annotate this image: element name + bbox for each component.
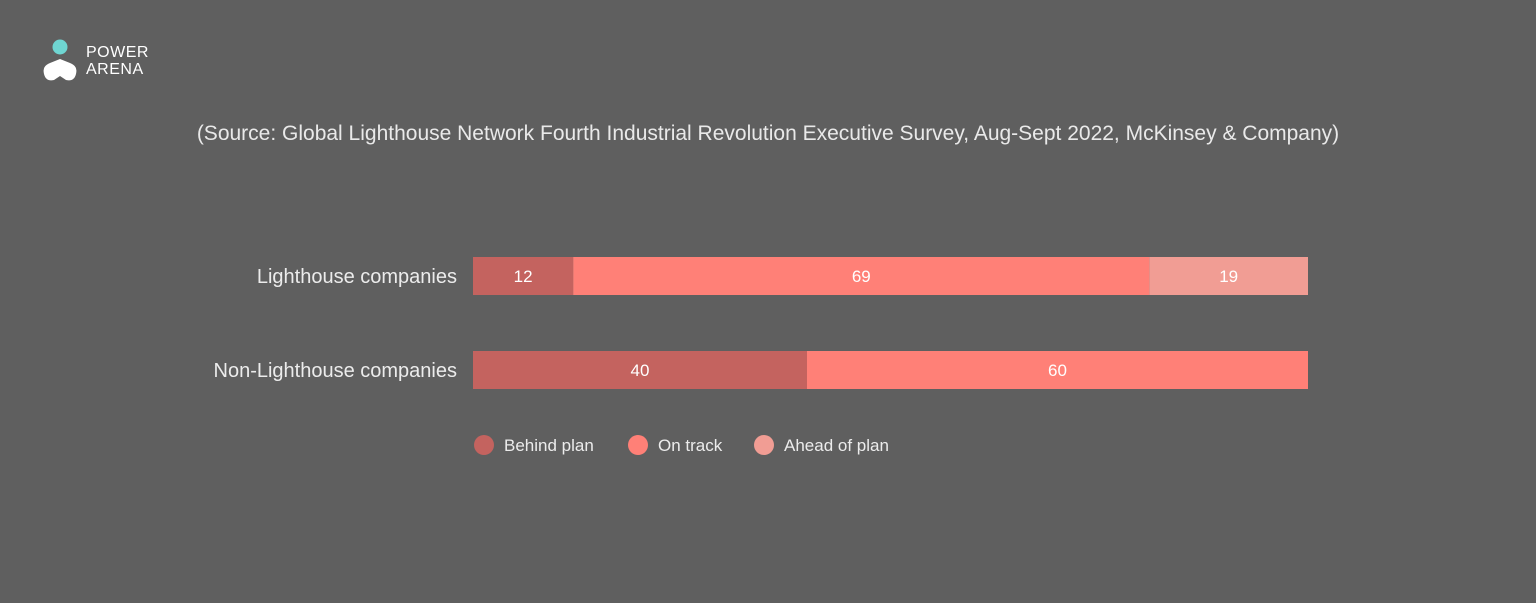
- data-label: 12: [514, 267, 533, 286]
- legend-label: On track: [658, 436, 723, 455]
- logo-text: POWER ARENA: [86, 44, 149, 78]
- logo-line-2: ARENA: [86, 61, 144, 78]
- power-arena-logo: POWER ARENA: [42, 38, 202, 86]
- data-label: 19: [1219, 267, 1238, 286]
- bar-segment-on-track: [807, 351, 1308, 389]
- data-label: 40: [631, 361, 650, 380]
- data-label: 60: [1048, 361, 1067, 380]
- legend-label: Ahead of plan: [784, 436, 889, 455]
- bar-segment-behind-plan: [473, 257, 574, 295]
- legend-label: Behind plan: [504, 436, 594, 455]
- bar-segment-ahead-of-plan: [1149, 257, 1308, 295]
- logo-icon: [43, 39, 77, 81]
- legend-marker: [754, 435, 774, 455]
- bar-segment-on-track: [573, 257, 1150, 295]
- category-label: Lighthouse companies: [257, 266, 457, 288]
- source-caption: (Source: Global Lighthouse Network Fourt…: [196, 122, 1340, 145]
- legend-marker: [628, 435, 648, 455]
- bar-segment-behind-plan: [473, 351, 807, 389]
- data-label: 69: [852, 267, 871, 286]
- logo-line-1: POWER: [86, 44, 149, 61]
- category-label: Non-Lighthouse companies: [214, 360, 458, 382]
- legend-marker: [474, 435, 494, 455]
